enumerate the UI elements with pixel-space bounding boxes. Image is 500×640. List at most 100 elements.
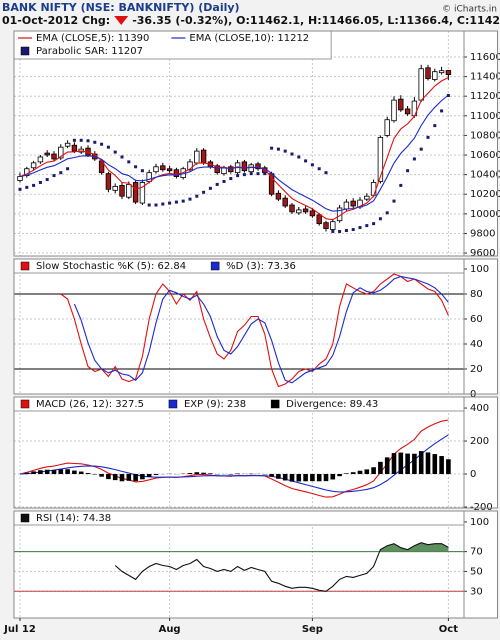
sar-dot <box>113 150 117 154</box>
histogram-bar <box>44 469 50 475</box>
sar-dot <box>372 222 376 226</box>
panel-background <box>14 511 464 618</box>
candle-body <box>37 156 44 163</box>
y-tick-label: 80 <box>470 289 483 300</box>
sar-dot <box>351 228 355 232</box>
sar-dot <box>140 169 144 173</box>
sar-dot <box>188 197 192 201</box>
candle-body <box>160 165 166 171</box>
y-tick-label: 100 <box>470 517 489 528</box>
candle-body <box>44 152 50 156</box>
histogram-bar <box>425 452 431 475</box>
candle-body <box>370 182 377 196</box>
legend: MACD (26, 12): 327.5 EXP (9): 238 Divergen… <box>13 396 465 412</box>
candle-body <box>316 214 322 225</box>
y-tick-label: 11600 <box>470 52 500 63</box>
legend-label: RSI (14): 74.38 <box>36 513 111 524</box>
sar-dot <box>365 224 369 228</box>
panel-background <box>14 31 464 256</box>
candle-body <box>404 108 411 115</box>
sar-dot <box>378 217 382 221</box>
sar-dot <box>202 190 206 194</box>
sar-dot <box>195 194 199 198</box>
sar-dot <box>52 174 56 178</box>
y-tick-label: 11200 <box>470 91 500 102</box>
sar-dot <box>38 180 42 184</box>
legend-label: EMA (CLOSE,10): 11212 <box>189 33 309 44</box>
histogram-bar <box>282 474 288 481</box>
legend-label: Slow Stochastic %K (5): 62.84 <box>36 261 186 272</box>
legend-swatch <box>20 261 30 271</box>
sar-dot <box>106 145 110 149</box>
sar-dot <box>236 174 240 178</box>
histogram-bar <box>303 474 308 482</box>
histogram-bar <box>78 471 84 475</box>
candle-body <box>302 208 309 213</box>
candle-body <box>58 146 64 159</box>
series-line <box>114 542 449 592</box>
sar-dot <box>249 172 253 176</box>
histogram-bar <box>51 470 57 475</box>
candle-body <box>438 70 445 74</box>
histogram-bar <box>289 474 295 482</box>
y-tick-label: 30 <box>470 586 483 597</box>
histogram-bar <box>323 474 329 482</box>
sar-dot <box>45 178 49 182</box>
histogram-bar <box>296 474 302 482</box>
y-tick-label: 200 <box>470 436 489 447</box>
panel-border <box>13 30 498 257</box>
y-tick-label: 100 <box>470 264 489 275</box>
sar-dot <box>392 199 396 203</box>
candle-body <box>173 169 180 177</box>
y-tick-label: 9600 <box>470 248 495 259</box>
legend-background <box>13 30 332 60</box>
candle-body <box>330 221 336 230</box>
legend-label: %D (3): 73.36 <box>226 261 296 272</box>
candle-body <box>309 210 316 217</box>
candle-body <box>289 204 295 213</box>
sar-dot <box>59 171 63 175</box>
sar-dot <box>310 163 314 167</box>
legend: Slow Stochastic %K (5): 62.84 %D (3): 73.… <box>13 258 465 274</box>
candle-body <box>126 184 132 198</box>
histogram-bar <box>187 473 193 475</box>
sar-dot <box>147 203 151 207</box>
sar-dot <box>86 139 90 143</box>
candle-body <box>432 71 438 80</box>
histogram-bar <box>194 472 200 475</box>
legend-label: MACD (26, 12): 327.5 <box>36 399 144 410</box>
axis-background <box>464 511 498 618</box>
histogram-bar <box>398 452 404 475</box>
sar-dot <box>32 183 36 187</box>
legend-swatch <box>270 399 280 409</box>
candle-body <box>112 185 118 191</box>
credit: © iCharts.in <box>442 5 497 15</box>
histogram-bar <box>418 451 424 475</box>
legend: EMA (CLOSE,5): 11390 EMA (CLOSE,10): 1121… <box>13 30 332 60</box>
y-tick-label: 9800 <box>470 228 495 239</box>
candle-body <box>418 68 424 101</box>
series-line <box>19 94 449 212</box>
sar-dot <box>263 172 267 176</box>
histogram-bar <box>112 474 118 481</box>
sar-dot <box>134 165 138 169</box>
quote: -36.35 (-0.32%), O:11462.1, H:11466.05, … <box>132 14 500 27</box>
histogram-bar <box>310 474 315 482</box>
sar-dot <box>440 109 444 113</box>
down-arrow <box>114 16 129 25</box>
panel-background <box>14 397 464 508</box>
candle-body <box>384 119 390 136</box>
histogram-bar <box>384 457 390 475</box>
sar-dot <box>100 142 104 146</box>
candle-body <box>296 209 302 214</box>
sar-dot <box>229 177 233 181</box>
sar-dot <box>419 147 423 151</box>
candle-body <box>377 136 384 182</box>
y-tick-label: 11400 <box>470 72 500 83</box>
y-tick-label: 10600 <box>470 150 500 161</box>
histogram-bar <box>439 456 444 475</box>
sar-dot <box>446 94 450 98</box>
sar-dot <box>331 229 335 233</box>
histogram-bar <box>153 474 159 476</box>
sar-dot <box>338 229 342 233</box>
